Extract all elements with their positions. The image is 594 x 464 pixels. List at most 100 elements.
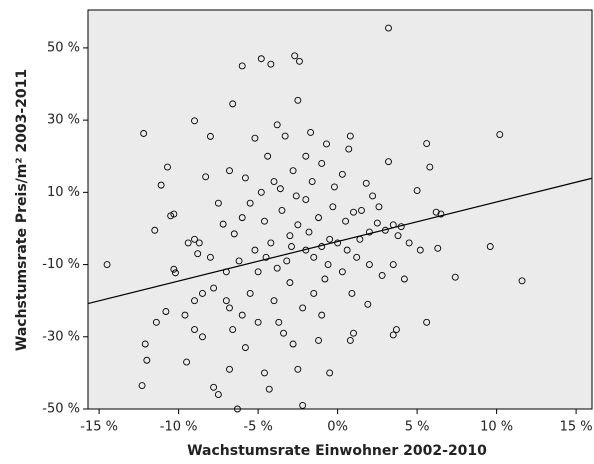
point xyxy=(257,55,265,63)
point xyxy=(265,385,273,393)
point xyxy=(170,210,178,218)
point xyxy=(342,217,350,225)
point xyxy=(229,100,237,108)
x-tick-label: -5 % xyxy=(243,420,272,435)
point xyxy=(437,210,445,218)
point xyxy=(235,257,243,265)
point xyxy=(310,253,318,261)
x-tick-label: 0% xyxy=(327,420,348,435)
x-tick-label: 15 % xyxy=(560,420,593,435)
y-tick-label: -50 % xyxy=(42,402,80,417)
point xyxy=(350,208,357,216)
point xyxy=(286,232,294,240)
point xyxy=(394,232,402,240)
point xyxy=(234,405,241,413)
point xyxy=(296,57,303,65)
point xyxy=(299,304,307,312)
point xyxy=(288,243,295,250)
point xyxy=(162,308,170,315)
point xyxy=(226,365,233,373)
y-tick-label: 30 % xyxy=(47,113,80,128)
point xyxy=(392,326,400,334)
x-tick-label: -15 % xyxy=(80,420,118,435)
point xyxy=(241,344,249,352)
point xyxy=(329,203,337,211)
point xyxy=(206,132,214,140)
point xyxy=(343,246,351,254)
point xyxy=(251,134,259,142)
point xyxy=(310,290,318,297)
point xyxy=(326,369,334,377)
point xyxy=(246,290,254,297)
point xyxy=(267,239,275,247)
point xyxy=(171,269,179,277)
point xyxy=(267,60,275,68)
point xyxy=(302,196,310,204)
point xyxy=(191,326,198,334)
point xyxy=(229,326,237,334)
point xyxy=(170,265,178,273)
point xyxy=(305,228,313,236)
point xyxy=(283,257,291,265)
y-tick-label: 50 % xyxy=(47,40,80,55)
point xyxy=(270,178,278,185)
point xyxy=(307,128,315,136)
point xyxy=(183,358,191,366)
y-tick-label: -10 % xyxy=(42,257,80,272)
point xyxy=(434,244,442,252)
point xyxy=(426,163,434,171)
point xyxy=(346,132,354,140)
point xyxy=(202,173,210,181)
point xyxy=(278,206,286,214)
point xyxy=(292,192,300,200)
point xyxy=(254,318,262,326)
x-tick-label: -10 % xyxy=(160,420,198,435)
point xyxy=(210,284,218,292)
point xyxy=(353,253,361,261)
point xyxy=(350,329,357,337)
point xyxy=(358,206,365,214)
point xyxy=(241,174,249,182)
point xyxy=(262,253,270,261)
point xyxy=(222,297,230,305)
point xyxy=(191,297,198,305)
point xyxy=(214,391,222,399)
point xyxy=(365,261,373,269)
point xyxy=(299,401,307,409)
point xyxy=(238,214,246,222)
point xyxy=(270,297,278,305)
point xyxy=(103,261,111,269)
point xyxy=(389,261,397,269)
point xyxy=(246,199,254,207)
point xyxy=(318,160,326,167)
point xyxy=(181,311,189,319)
point xyxy=(141,340,149,348)
point xyxy=(219,220,227,228)
point xyxy=(289,340,297,348)
point xyxy=(294,96,302,104)
point xyxy=(416,246,424,254)
point xyxy=(346,336,354,344)
point xyxy=(164,163,171,171)
point xyxy=(318,311,326,319)
point xyxy=(321,275,329,283)
point xyxy=(315,336,322,344)
point xyxy=(413,187,421,194)
point xyxy=(365,228,373,236)
point xyxy=(238,311,246,319)
point xyxy=(486,243,494,250)
point xyxy=(199,290,206,297)
point xyxy=(385,158,392,166)
point xyxy=(143,356,151,364)
point xyxy=(375,203,383,211)
point xyxy=(308,178,316,185)
point xyxy=(324,261,332,269)
point xyxy=(157,181,165,189)
point xyxy=(315,214,322,222)
x-axis-title: Wachstumsrate Einwohner 2002-2010 xyxy=(187,443,487,459)
point xyxy=(451,273,459,281)
point xyxy=(400,275,408,283)
point xyxy=(334,239,342,247)
point xyxy=(338,170,346,178)
